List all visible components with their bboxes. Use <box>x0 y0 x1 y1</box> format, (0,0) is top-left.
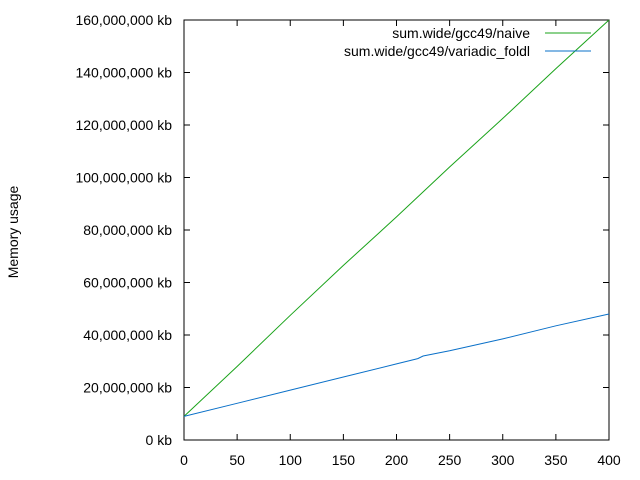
y-tick-label: 100,000,000 kb <box>75 170 172 186</box>
y-tick-label: 60,000,000 kb <box>83 275 172 291</box>
plot-area <box>183 19 610 441</box>
series-line-2 <box>183 313 610 417</box>
y-axis-label: Memory usage <box>5 185 21 278</box>
series-line-1 <box>183 19 610 417</box>
plot-border <box>183 19 610 441</box>
x-tick-label: 400 <box>597 452 621 468</box>
x-tick-label: 200 <box>385 452 409 468</box>
y-tick-label: 160,000,000 kb <box>75 12 172 28</box>
legend-label-2: sum.wide/gcc49/variadic_foldl <box>344 43 530 59</box>
x-tick-label: 100 <box>279 452 303 468</box>
x-tick-label: 150 <box>332 452 356 468</box>
y-tick-label: 40,000,000 kb <box>83 327 172 343</box>
legend: sum.wide/gcc49/naive sum.wide/gcc49/varia… <box>344 25 591 59</box>
x-tick-label: 250 <box>438 452 462 468</box>
y-tick-label: 20,000,000 kb <box>83 380 172 396</box>
y-tick-label: 80,000,000 kb <box>83 222 172 238</box>
y-axis: 0 kb 20,000,000 kb 40,000,000 kb 60,000,000… <box>75 12 609 448</box>
x-tick-label: 0 <box>180 452 188 468</box>
y-tick-label: 120,000,000 kb <box>75 117 172 133</box>
x-tick-label: 350 <box>544 452 568 468</box>
x-axis: 0 50 100 150 200 250 300 350 400 <box>180 20 621 468</box>
series-layer <box>183 19 610 417</box>
y-tick-label: 140,000,000 kb <box>75 65 172 81</box>
y-tick-label: 0 kb <box>146 432 173 448</box>
x-tick-label: 50 <box>229 452 245 468</box>
legend-label-1: sum.wide/gcc49/naive <box>392 25 530 41</box>
x-tick-label: 300 <box>491 452 515 468</box>
